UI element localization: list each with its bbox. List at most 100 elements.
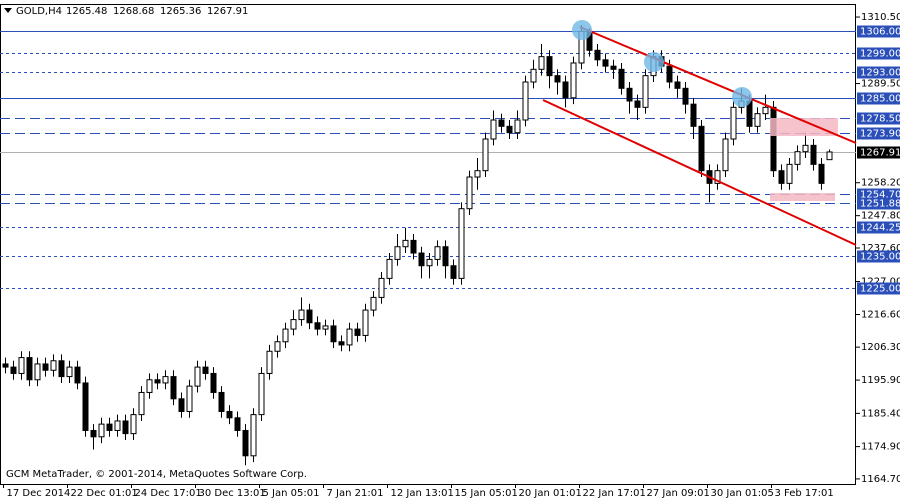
candle-body xyxy=(786,163,793,184)
candle-body xyxy=(594,49,601,61)
y-tick-label: 1247.80 xyxy=(861,211,900,222)
candle-body xyxy=(26,357,33,381)
y-tick-label: 1258.20 xyxy=(861,178,900,189)
y-tick-label: 1216.60 xyxy=(861,310,900,321)
candle-body xyxy=(378,277,385,298)
level-label: 1299.00 xyxy=(860,49,900,60)
y-tick-label: 1289.50 xyxy=(861,79,900,90)
level-label: 1251.88 xyxy=(860,199,900,210)
candle-body xyxy=(18,357,25,374)
candle-body xyxy=(514,119,521,134)
x-tick-label: 22 Dec 01:01 xyxy=(71,488,138,499)
touch-point xyxy=(732,87,752,107)
candle-body xyxy=(322,325,329,330)
candle-body xyxy=(42,363,49,371)
candle-body xyxy=(666,65,673,83)
candle-body xyxy=(602,59,609,67)
x-tick-label: 22 Jan 17:01 xyxy=(583,488,646,499)
candle-body xyxy=(290,319,297,330)
candle-body xyxy=(418,252,425,267)
candle-body xyxy=(66,366,73,378)
level-label: 1267.91 xyxy=(860,148,900,159)
candle-body xyxy=(114,420,121,431)
level-label-box xyxy=(857,127,900,140)
y-tick-label: 1185.40 xyxy=(861,408,900,419)
copyright: GCM MetaTrader, © 2001-2014, MetaQuotes … xyxy=(6,469,307,480)
y-tick-label: 1237.60 xyxy=(861,243,900,254)
candle-body xyxy=(74,366,81,384)
resistance-zone xyxy=(770,118,838,136)
candle-body xyxy=(770,106,777,172)
candle-body xyxy=(178,398,185,412)
candle-body xyxy=(98,423,105,438)
menu-arrow[interactable] xyxy=(4,8,12,13)
candle-body xyxy=(58,360,65,378)
candle-body xyxy=(50,360,57,371)
candle-body xyxy=(458,208,465,279)
candle-body xyxy=(82,382,89,431)
candle-body xyxy=(394,246,401,260)
candle-body xyxy=(226,410,233,419)
level-label-box xyxy=(857,282,900,295)
level-label: 1306.00 xyxy=(860,27,900,38)
ohlc-close: 1267.91 xyxy=(207,6,248,17)
level-label: 1244.25 xyxy=(860,223,900,234)
level-label: 1285.00 xyxy=(860,94,900,105)
candle-body xyxy=(482,138,489,172)
candle-body xyxy=(210,372,217,393)
candle-body xyxy=(122,420,129,435)
candle-body xyxy=(442,246,449,267)
candle-body xyxy=(762,106,769,115)
candle-body xyxy=(186,385,193,412)
level-label: 1278.50 xyxy=(860,114,900,125)
candle-body xyxy=(794,151,801,165)
candle-body xyxy=(138,391,145,416)
candle-body xyxy=(754,113,761,127)
annotations xyxy=(542,20,857,246)
candle-body xyxy=(690,103,697,127)
candle-body xyxy=(234,417,241,431)
plot-frame xyxy=(0,4,856,485)
candle-body xyxy=(810,144,817,165)
candle-body xyxy=(682,87,689,105)
level-label: 1225.00 xyxy=(860,284,900,295)
x-tick-label: 5 Jan 05:01 xyxy=(263,488,320,499)
candle-body xyxy=(618,68,625,89)
candle-body xyxy=(674,81,681,89)
level-label-box xyxy=(857,25,900,38)
candle-body xyxy=(714,170,721,184)
candle-body xyxy=(410,239,417,254)
candle-body xyxy=(258,372,265,416)
candle-body xyxy=(90,429,97,438)
level-label-box xyxy=(857,112,900,125)
candle-body xyxy=(354,328,361,336)
candle-body xyxy=(522,81,529,121)
support-zone xyxy=(770,193,835,201)
candle-body xyxy=(346,328,353,346)
candle-body xyxy=(490,119,497,140)
candle-body xyxy=(722,138,729,172)
level-label-box xyxy=(857,92,900,105)
candle-body xyxy=(530,68,537,83)
candle-body xyxy=(466,176,473,210)
candle-body xyxy=(298,309,305,321)
candles xyxy=(2,24,833,466)
y-tick-label: 1206.30 xyxy=(861,342,900,353)
candle-body xyxy=(698,125,705,172)
touch-point xyxy=(644,52,664,72)
candle-body xyxy=(434,246,441,260)
candle-body xyxy=(634,100,641,108)
ohlc-low: 1265.36 xyxy=(160,6,201,17)
candle-body xyxy=(282,328,289,343)
candle-body xyxy=(362,309,369,336)
candle-body xyxy=(538,56,545,70)
candle-body xyxy=(242,429,249,457)
candle-body xyxy=(570,62,577,99)
candle-body xyxy=(146,379,153,393)
channel-bottom xyxy=(542,99,857,246)
ohlc-open: 1265.48 xyxy=(66,6,107,17)
channel-top xyxy=(579,26,857,144)
candle-body xyxy=(202,366,209,374)
candle-body xyxy=(306,309,313,324)
candle-body xyxy=(402,239,409,248)
